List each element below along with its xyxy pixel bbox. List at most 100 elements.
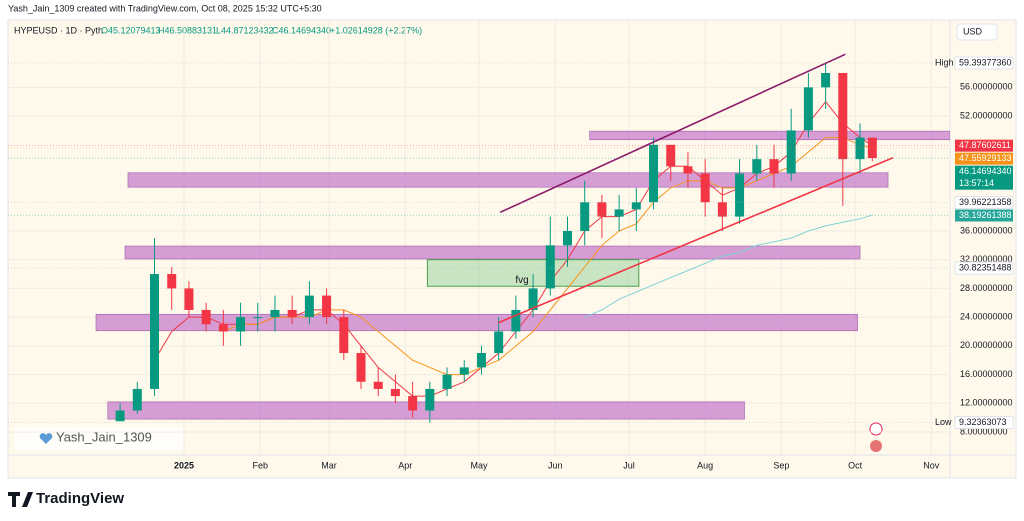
y-tick-label: 12.00000000 bbox=[960, 398, 1013, 408]
candle-body bbox=[322, 295, 332, 318]
candle-body bbox=[167, 274, 177, 289]
zone bbox=[124, 245, 861, 260]
candle-body bbox=[218, 324, 228, 332]
price-label-box bbox=[954, 261, 1014, 275]
x-tick-label: Jun bbox=[548, 460, 563, 470]
price-label: 38.19261388 bbox=[959, 210, 1012, 220]
price-label-box bbox=[954, 416, 1014, 430]
candle-body bbox=[838, 72, 848, 160]
candle-body bbox=[442, 374, 452, 389]
x-tick-label: Mar bbox=[321, 460, 337, 470]
moving-average bbox=[584, 214, 873, 318]
candle-body bbox=[184, 288, 194, 310]
candle-body bbox=[390, 388, 400, 397]
x-tick-label: Jul bbox=[623, 460, 635, 470]
price-tag: High bbox=[935, 57, 954, 67]
zone bbox=[589, 130, 950, 141]
candle-body bbox=[717, 202, 727, 217]
price-label: 9.32363073 bbox=[959, 417, 1007, 427]
watermark-box bbox=[14, 427, 184, 450]
heart-icon bbox=[39, 433, 53, 444]
y-tick-label: 8.00000000 bbox=[960, 426, 1008, 436]
candle-body bbox=[821, 72, 831, 88]
candle-body bbox=[786, 130, 796, 174]
currency[interactable]: USD bbox=[963, 26, 983, 36]
currency-box[interactable] bbox=[956, 23, 998, 41]
price-label-box bbox=[955, 209, 1013, 222]
candle-body bbox=[425, 388, 435, 411]
price-label-box bbox=[955, 152, 1013, 165]
zone bbox=[127, 172, 889, 188]
candle-body bbox=[752, 159, 762, 174]
candle-body bbox=[649, 144, 659, 203]
candle-body bbox=[150, 274, 160, 389]
price-label: 59.39377360 bbox=[959, 57, 1012, 67]
candle-body bbox=[597, 202, 607, 217]
candle-body bbox=[201, 309, 211, 325]
brand: TradingView bbox=[36, 490, 124, 507]
x-tick-label: Nov bbox=[923, 460, 940, 470]
candle-body bbox=[304, 295, 314, 318]
symbol: HYPEUSD · 1D · Pyth bbox=[14, 25, 103, 35]
plot-area: fvg bbox=[8, 20, 950, 455]
candle-body bbox=[562, 230, 572, 246]
candle-body bbox=[132, 388, 142, 411]
y-tick-label: 24.00000000 bbox=[960, 312, 1013, 322]
x-tick-label: Oct bbox=[848, 460, 863, 470]
candle-body bbox=[494, 331, 504, 354]
x-tick-label: Sep bbox=[773, 460, 789, 470]
ohlc-low: L44.87123432 bbox=[216, 25, 274, 35]
candle-body bbox=[545, 245, 555, 289]
candle-body bbox=[373, 381, 383, 389]
fvg-label: fvg bbox=[515, 275, 528, 286]
ohlc-close: C46.14694340 bbox=[272, 25, 331, 35]
price-label-box bbox=[954, 196, 1014, 210]
watermark: Yash_Jain_1309 bbox=[56, 429, 152, 444]
plot-content: fvg bbox=[8, 20, 950, 455]
brand-logo bbox=[8, 492, 33, 507]
y-tick-label: 28.00000000 bbox=[960, 283, 1013, 293]
created-caption: Yash_Jain_1309 created with TradingView.… bbox=[8, 3, 322, 13]
price-label-box bbox=[954, 56, 1014, 70]
price-label: 47.87602611 bbox=[959, 140, 1011, 150]
price-label: 46.14694340 bbox=[959, 166, 1012, 176]
y-tick-label: 56.00000000 bbox=[960, 82, 1013, 92]
candle-body bbox=[511, 309, 521, 332]
candle-body bbox=[700, 173, 710, 203]
candle-body bbox=[253, 317, 263, 319]
trend-line bbox=[499, 53, 846, 214]
event-icon[interactable] bbox=[869, 422, 883, 436]
candle-body bbox=[356, 353, 366, 382]
x-tick-label: 2025 bbox=[174, 460, 194, 470]
trend-line bbox=[497, 156, 894, 324]
price-tag: Low bbox=[935, 417, 952, 427]
zone bbox=[95, 313, 858, 332]
y-tick-label: 20.00000000 bbox=[960, 340, 1013, 350]
candle-body bbox=[236, 317, 246, 332]
price-label: 39.96221358 bbox=[959, 197, 1012, 207]
price-label-box bbox=[955, 139, 1013, 152]
price-label: 47.55929133 bbox=[959, 153, 1012, 163]
flag-icon[interactable] bbox=[870, 440, 882, 452]
candle-body bbox=[769, 159, 779, 174]
y-tick-label: 36.00000000 bbox=[960, 225, 1013, 235]
y-tick-label: 32.00000000 bbox=[960, 254, 1013, 264]
candle-body bbox=[803, 87, 813, 131]
price-label: 30.82351488 bbox=[959, 263, 1012, 273]
x-tick-label: May bbox=[470, 460, 488, 470]
countdown: 13:57:14 bbox=[959, 178, 994, 188]
ohlc-open: O45.12079413 bbox=[101, 25, 161, 35]
candle-body bbox=[666, 144, 676, 167]
price-label-box bbox=[955, 165, 1013, 190]
ohlc-change: +1.02614928 (+2.27%) bbox=[330, 25, 422, 35]
candle-body bbox=[735, 173, 745, 217]
candle-body bbox=[683, 166, 693, 174]
candle-body bbox=[614, 209, 624, 217]
candle-body bbox=[855, 137, 865, 160]
candle-body bbox=[287, 309, 297, 318]
x-tick-label: Aug bbox=[697, 460, 713, 470]
candle-body bbox=[459, 367, 469, 375]
candle-body bbox=[270, 309, 280, 318]
